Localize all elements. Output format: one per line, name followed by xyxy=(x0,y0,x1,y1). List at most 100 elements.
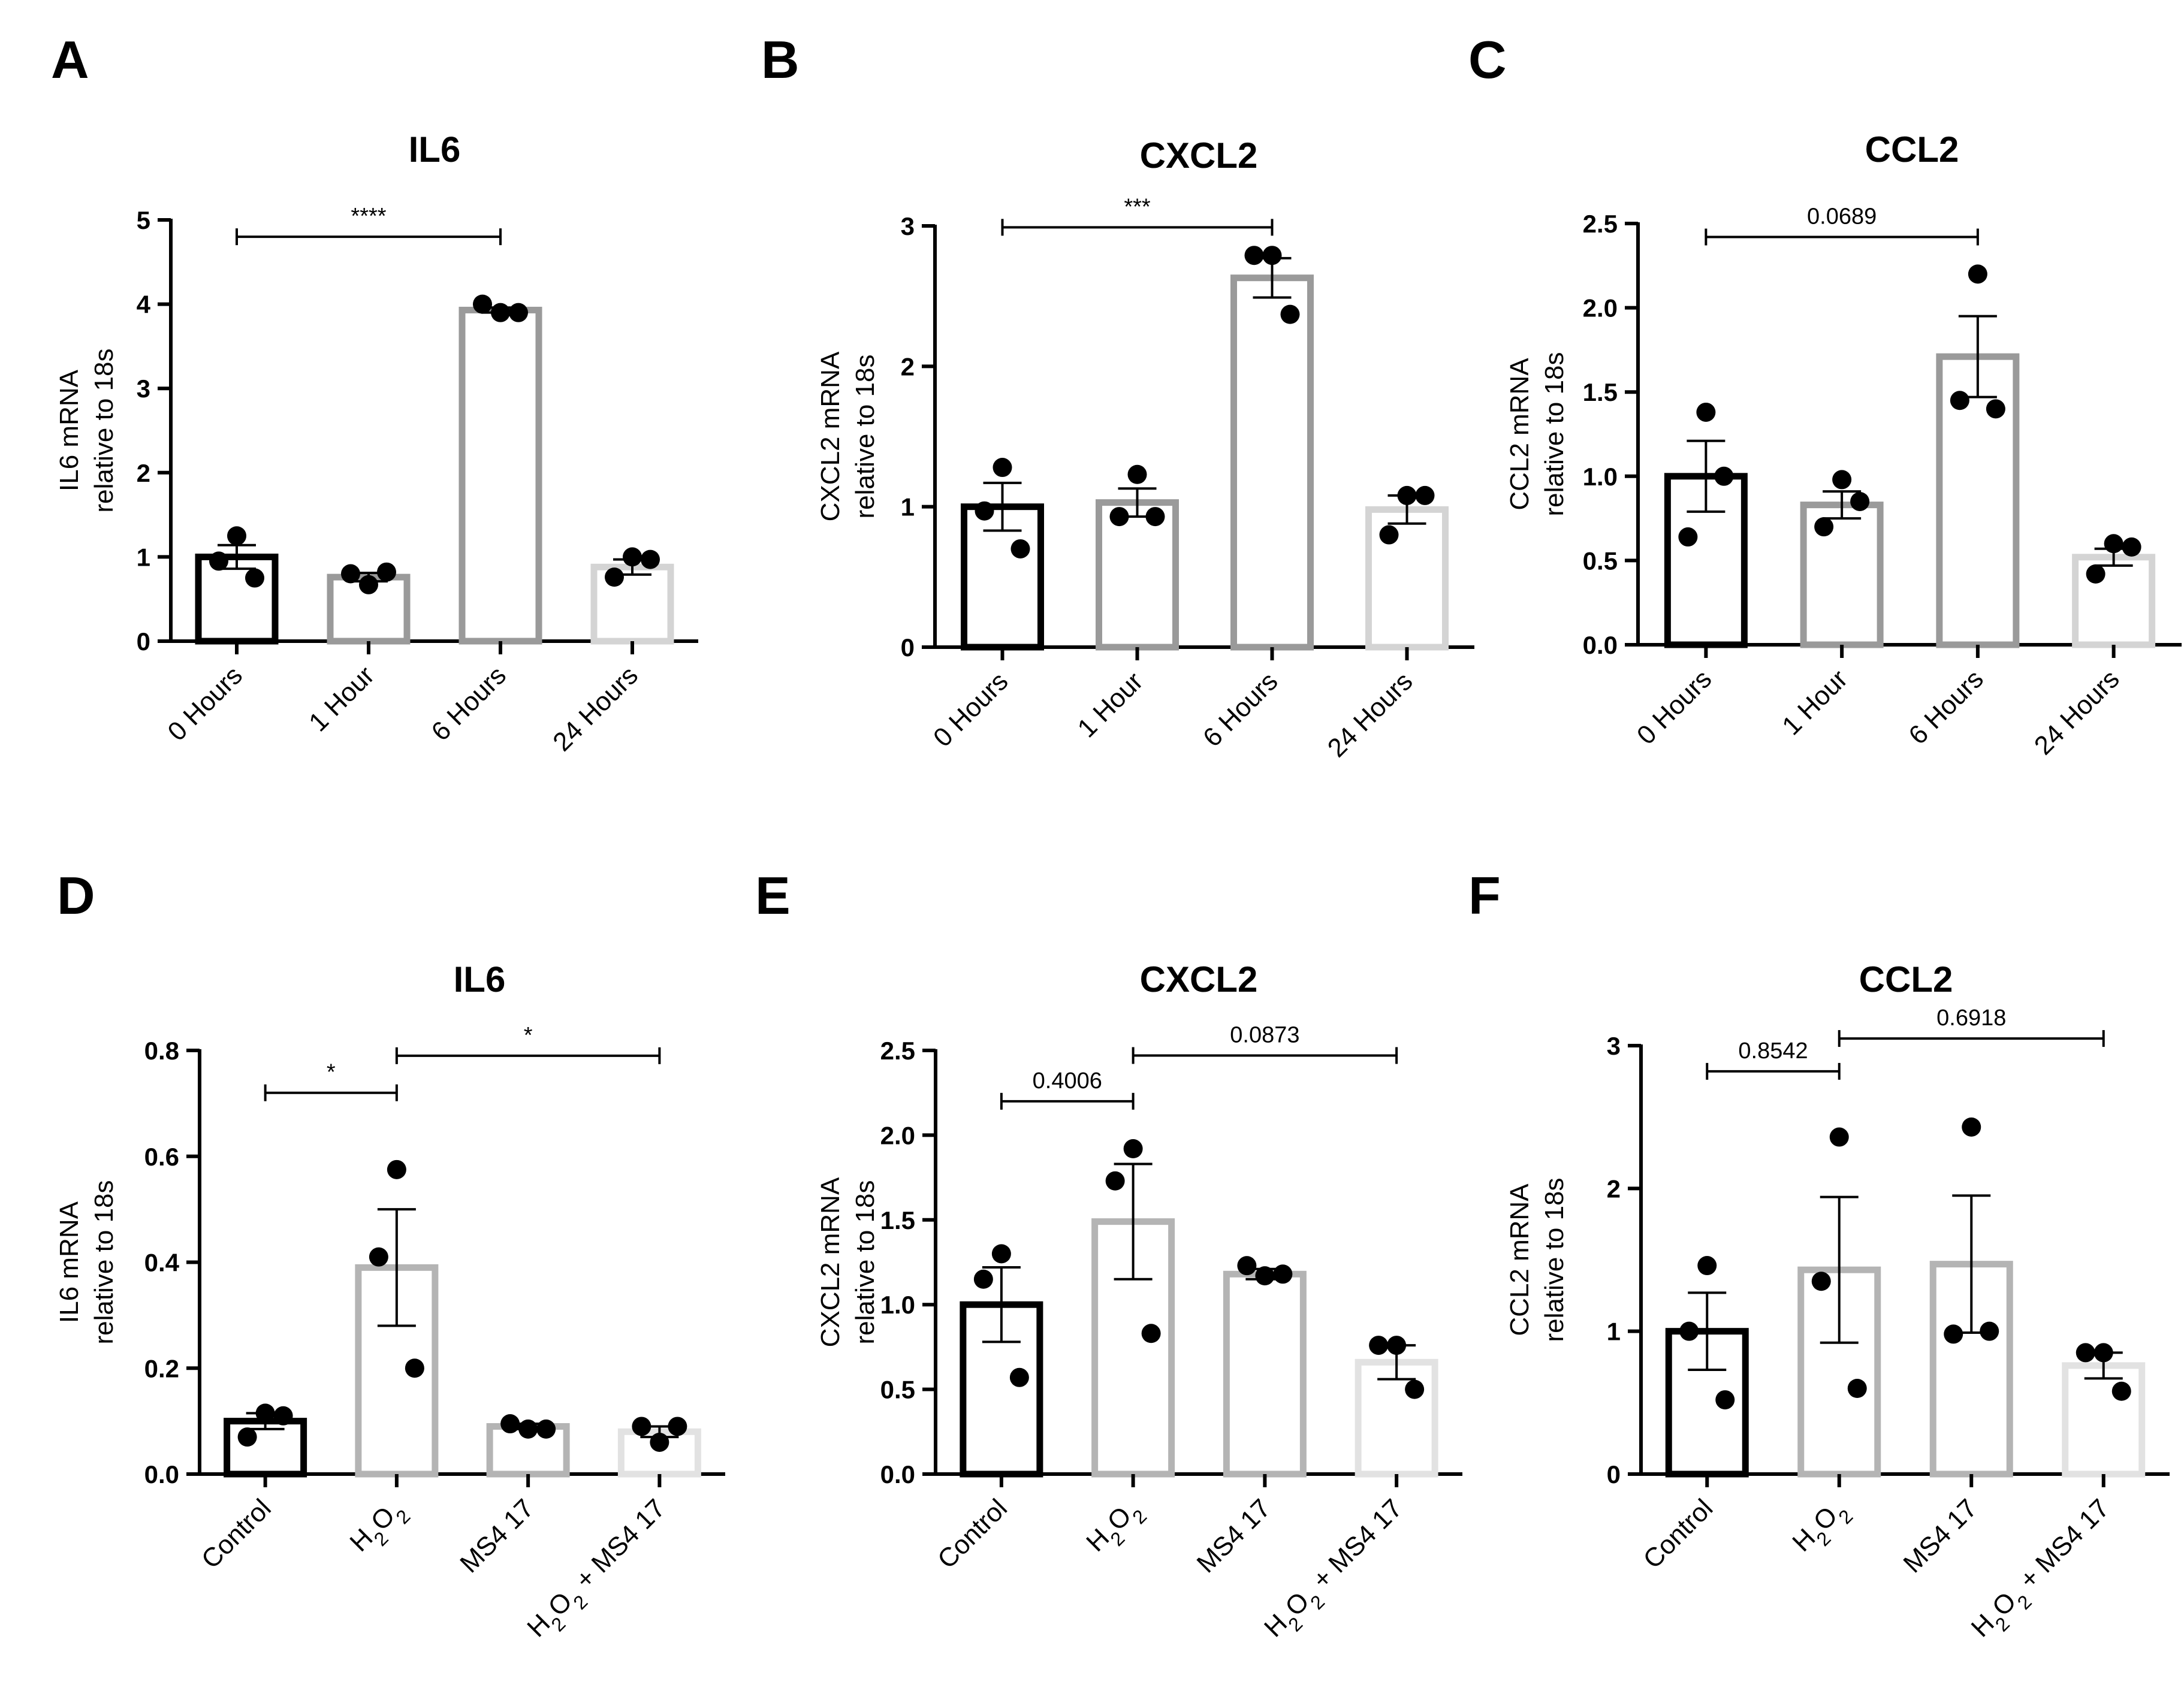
y-tick-label: 2.5 xyxy=(880,1037,915,1065)
category-label: H2O2 xyxy=(1787,1493,1857,1563)
data-point xyxy=(1850,491,1870,511)
data-point xyxy=(1379,525,1399,545)
y-axis-label: IL6 mRNA relative to 18s xyxy=(55,349,119,513)
error-bar xyxy=(1114,1162,1153,1281)
data-point xyxy=(2093,1343,2113,1363)
y-tick-label: 3 xyxy=(901,212,915,240)
category-label: 24 Hours xyxy=(547,660,644,757)
y-tick-label: 2 xyxy=(901,352,915,381)
panel-d: D IL6 IL6 mRNA relative to 18s 0.0 0.2 0.4 0.6 0… xyxy=(55,866,725,1643)
data-point xyxy=(1244,246,1264,265)
category-label: 6 Hours xyxy=(1903,664,1989,750)
bar xyxy=(458,306,542,645)
data-point xyxy=(491,303,510,322)
category-label: 6 Hours xyxy=(1197,666,1284,753)
data-point xyxy=(536,1419,556,1439)
y-tick-label: 1 xyxy=(137,543,150,571)
y-tick-label: 1.5 xyxy=(880,1206,915,1234)
data-point xyxy=(273,1406,293,1426)
data-point xyxy=(1944,1324,1963,1344)
data-point xyxy=(2086,564,2105,584)
data-point xyxy=(1123,1139,1143,1159)
y-tick-label: 0.5 xyxy=(880,1376,915,1404)
category-label: H2O2 + MS4 17 xyxy=(1259,1493,1414,1649)
data-point xyxy=(650,1432,669,1452)
y-tick-label: 0.4 xyxy=(144,1249,180,1277)
data-point xyxy=(1678,527,1698,547)
data-point xyxy=(1387,1336,1407,1355)
y-tick-label: 1.0 xyxy=(880,1291,915,1319)
data-point xyxy=(341,564,360,584)
y-tick-label: 0.8 xyxy=(144,1037,179,1065)
y-tick-label: 0.5 xyxy=(1583,546,1618,575)
category-label: 0 Hours xyxy=(1631,664,1718,750)
data-point xyxy=(991,1244,1011,1264)
data-point xyxy=(1697,1256,1717,1276)
data-point xyxy=(975,501,994,521)
data-point xyxy=(1397,485,1417,505)
y-tick-label: 1.0 xyxy=(1583,463,1618,491)
panel-letter: A xyxy=(51,30,89,89)
error-bar xyxy=(1688,1291,1727,1372)
panel-letter: B xyxy=(761,30,800,89)
data-point xyxy=(1280,304,1300,324)
bar xyxy=(1223,1270,1307,1478)
data-point xyxy=(632,1417,651,1436)
data-point xyxy=(1814,517,1834,537)
data-point xyxy=(209,551,228,571)
panel-letter: D xyxy=(57,866,95,925)
category-label: 24 Hours xyxy=(1322,666,1419,763)
y-tick-label: 0.0 xyxy=(144,1460,179,1488)
category-label: 1 Hour xyxy=(1776,664,1853,741)
panel-letter: F xyxy=(1468,866,1501,925)
category-label: MS4 17 xyxy=(454,1493,539,1578)
significance-bracket: 0.6918 xyxy=(1838,1005,2105,1047)
category-label: H2O2 + MS4 17 xyxy=(1966,1493,2122,1649)
category-label: Control xyxy=(1637,1493,1718,1574)
data-point xyxy=(1105,1171,1125,1191)
chart-title: CCL2 xyxy=(1865,129,1959,170)
significance-bracket: 0.4006 xyxy=(1000,1068,1135,1110)
y-tick-label: 2.0 xyxy=(880,1121,915,1149)
chart-title: CCL2 xyxy=(1859,959,1953,999)
data-point xyxy=(1714,466,1734,486)
significance-label: * xyxy=(524,1023,533,1048)
bar xyxy=(1096,499,1179,651)
y-tick-label: 1 xyxy=(1607,1318,1621,1346)
y-tick-label: 0.2 xyxy=(144,1354,179,1382)
y-tick-label: 5 xyxy=(137,206,150,234)
chart-title: IL6 xyxy=(454,959,506,999)
data-point xyxy=(605,567,624,587)
data-point xyxy=(227,526,246,546)
error-bar xyxy=(982,1266,1021,1343)
category-label: 0 Hours xyxy=(928,666,1014,753)
data-point xyxy=(1369,1336,1389,1355)
y-tick-label: 2 xyxy=(137,459,150,487)
significance-bracket: *** xyxy=(1001,194,1274,236)
error-bar xyxy=(1687,439,1726,513)
data-point xyxy=(1273,1264,1293,1284)
significance-label: 0.6918 xyxy=(1936,1005,2006,1031)
data-point xyxy=(1847,1379,1867,1398)
panel-b: B CXCL2 CXCL2 mRNA relative to 18s 0 1 2 3 0 Hou… xyxy=(761,30,1474,763)
y-tick-label: 2.0 xyxy=(1583,294,1618,322)
chart-title: CXCL2 xyxy=(1140,135,1258,176)
y-tick-label: 1 xyxy=(901,493,915,521)
data-point xyxy=(1679,1321,1699,1341)
data-point xyxy=(1811,1272,1831,1291)
data-point xyxy=(359,575,378,594)
data-point xyxy=(387,1159,406,1179)
y-axis-label: CXCL2 mRNA relative to 18s xyxy=(816,351,880,521)
error-bar xyxy=(983,481,1022,532)
data-point xyxy=(518,1419,538,1439)
y-tick-label: 2 xyxy=(1607,1174,1621,1203)
data-point xyxy=(1986,399,2005,419)
data-point xyxy=(2076,1343,2095,1363)
significance-label: 0.0873 xyxy=(1230,1022,1299,1047)
significance-label: * xyxy=(327,1060,336,1085)
data-point xyxy=(245,568,264,588)
y-axis-label: CXCL2 mRNA relative to 18s xyxy=(816,1177,880,1347)
y-tick-label: 0.6 xyxy=(144,1143,179,1171)
significance-label: 0.8542 xyxy=(1738,1038,1808,1064)
